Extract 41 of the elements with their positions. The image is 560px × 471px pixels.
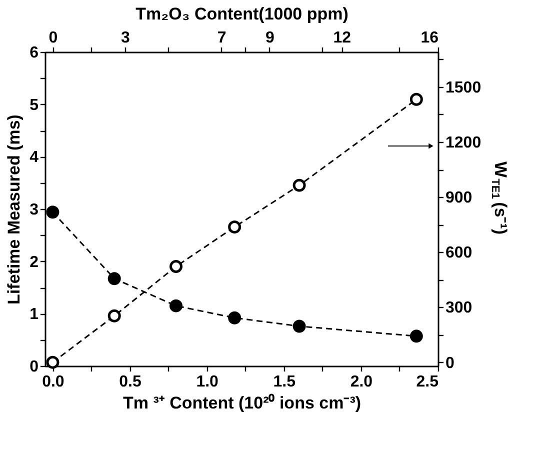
y2-tick-label: 600 bbox=[446, 244, 472, 262]
y-tick-label: 2 bbox=[30, 254, 39, 271]
x2-tick-label: 3 bbox=[120, 30, 130, 46]
point bbox=[292, 320, 306, 333]
x2-tick-label: 12 bbox=[333, 30, 352, 46]
y2-tick-label: 1200 bbox=[446, 134, 482, 152]
y2-tick-label: 1500 bbox=[446, 79, 482, 96]
y-tick-label: 3 bbox=[30, 202, 39, 218]
x-tick-label: 1.5 bbox=[273, 374, 296, 390]
point bbox=[410, 92, 423, 106]
x2-tick-label: 16 bbox=[420, 30, 439, 46]
x-tick-label: 1.0 bbox=[196, 374, 219, 390]
point bbox=[170, 260, 182, 273]
point bbox=[410, 330, 423, 343]
point bbox=[228, 311, 242, 324]
y-tick-label: 6 bbox=[30, 44, 39, 62]
y-tick-label: 5 bbox=[30, 96, 39, 114]
point bbox=[108, 272, 121, 286]
point bbox=[170, 299, 182, 312]
y2-tick-label: 300 bbox=[446, 300, 472, 317]
x-axis-title: Tm ³⁺ Content (10²⁰ ions cm⁻³) bbox=[122, 394, 362, 412]
y2-tick-label: 0 bbox=[446, 354, 454, 372]
x2-axis-title: Tm₂O₃ Content(1000 ppm) bbox=[136, 4, 348, 24]
point bbox=[108, 309, 121, 322]
point bbox=[46, 356, 60, 369]
y-tick-label: 4 bbox=[30, 149, 39, 166]
y2-axis-title: WTE1 (s⁻¹) bbox=[489, 161, 510, 235]
x-tick-label: 0.0 bbox=[42, 374, 64, 390]
point bbox=[292, 178, 306, 192]
x-tick-label: 0.5 bbox=[119, 374, 142, 390]
y-tick-label: 1 bbox=[30, 306, 39, 324]
point bbox=[228, 220, 242, 234]
x2-tick-label: 0 bbox=[48, 30, 58, 46]
y2-tick-label: 900 bbox=[446, 190, 472, 207]
x-tick-label: 2.5 bbox=[416, 374, 439, 390]
y-axis-title: Lifetime Measured (ms) bbox=[4, 114, 24, 304]
x-tick-label: 2.0 bbox=[350, 374, 373, 390]
point bbox=[46, 206, 60, 219]
x2-tick-label: 9 bbox=[265, 30, 274, 46]
y-tick-label: 0 bbox=[30, 358, 39, 376]
x2-tick-label: 7 bbox=[217, 30, 226, 46]
